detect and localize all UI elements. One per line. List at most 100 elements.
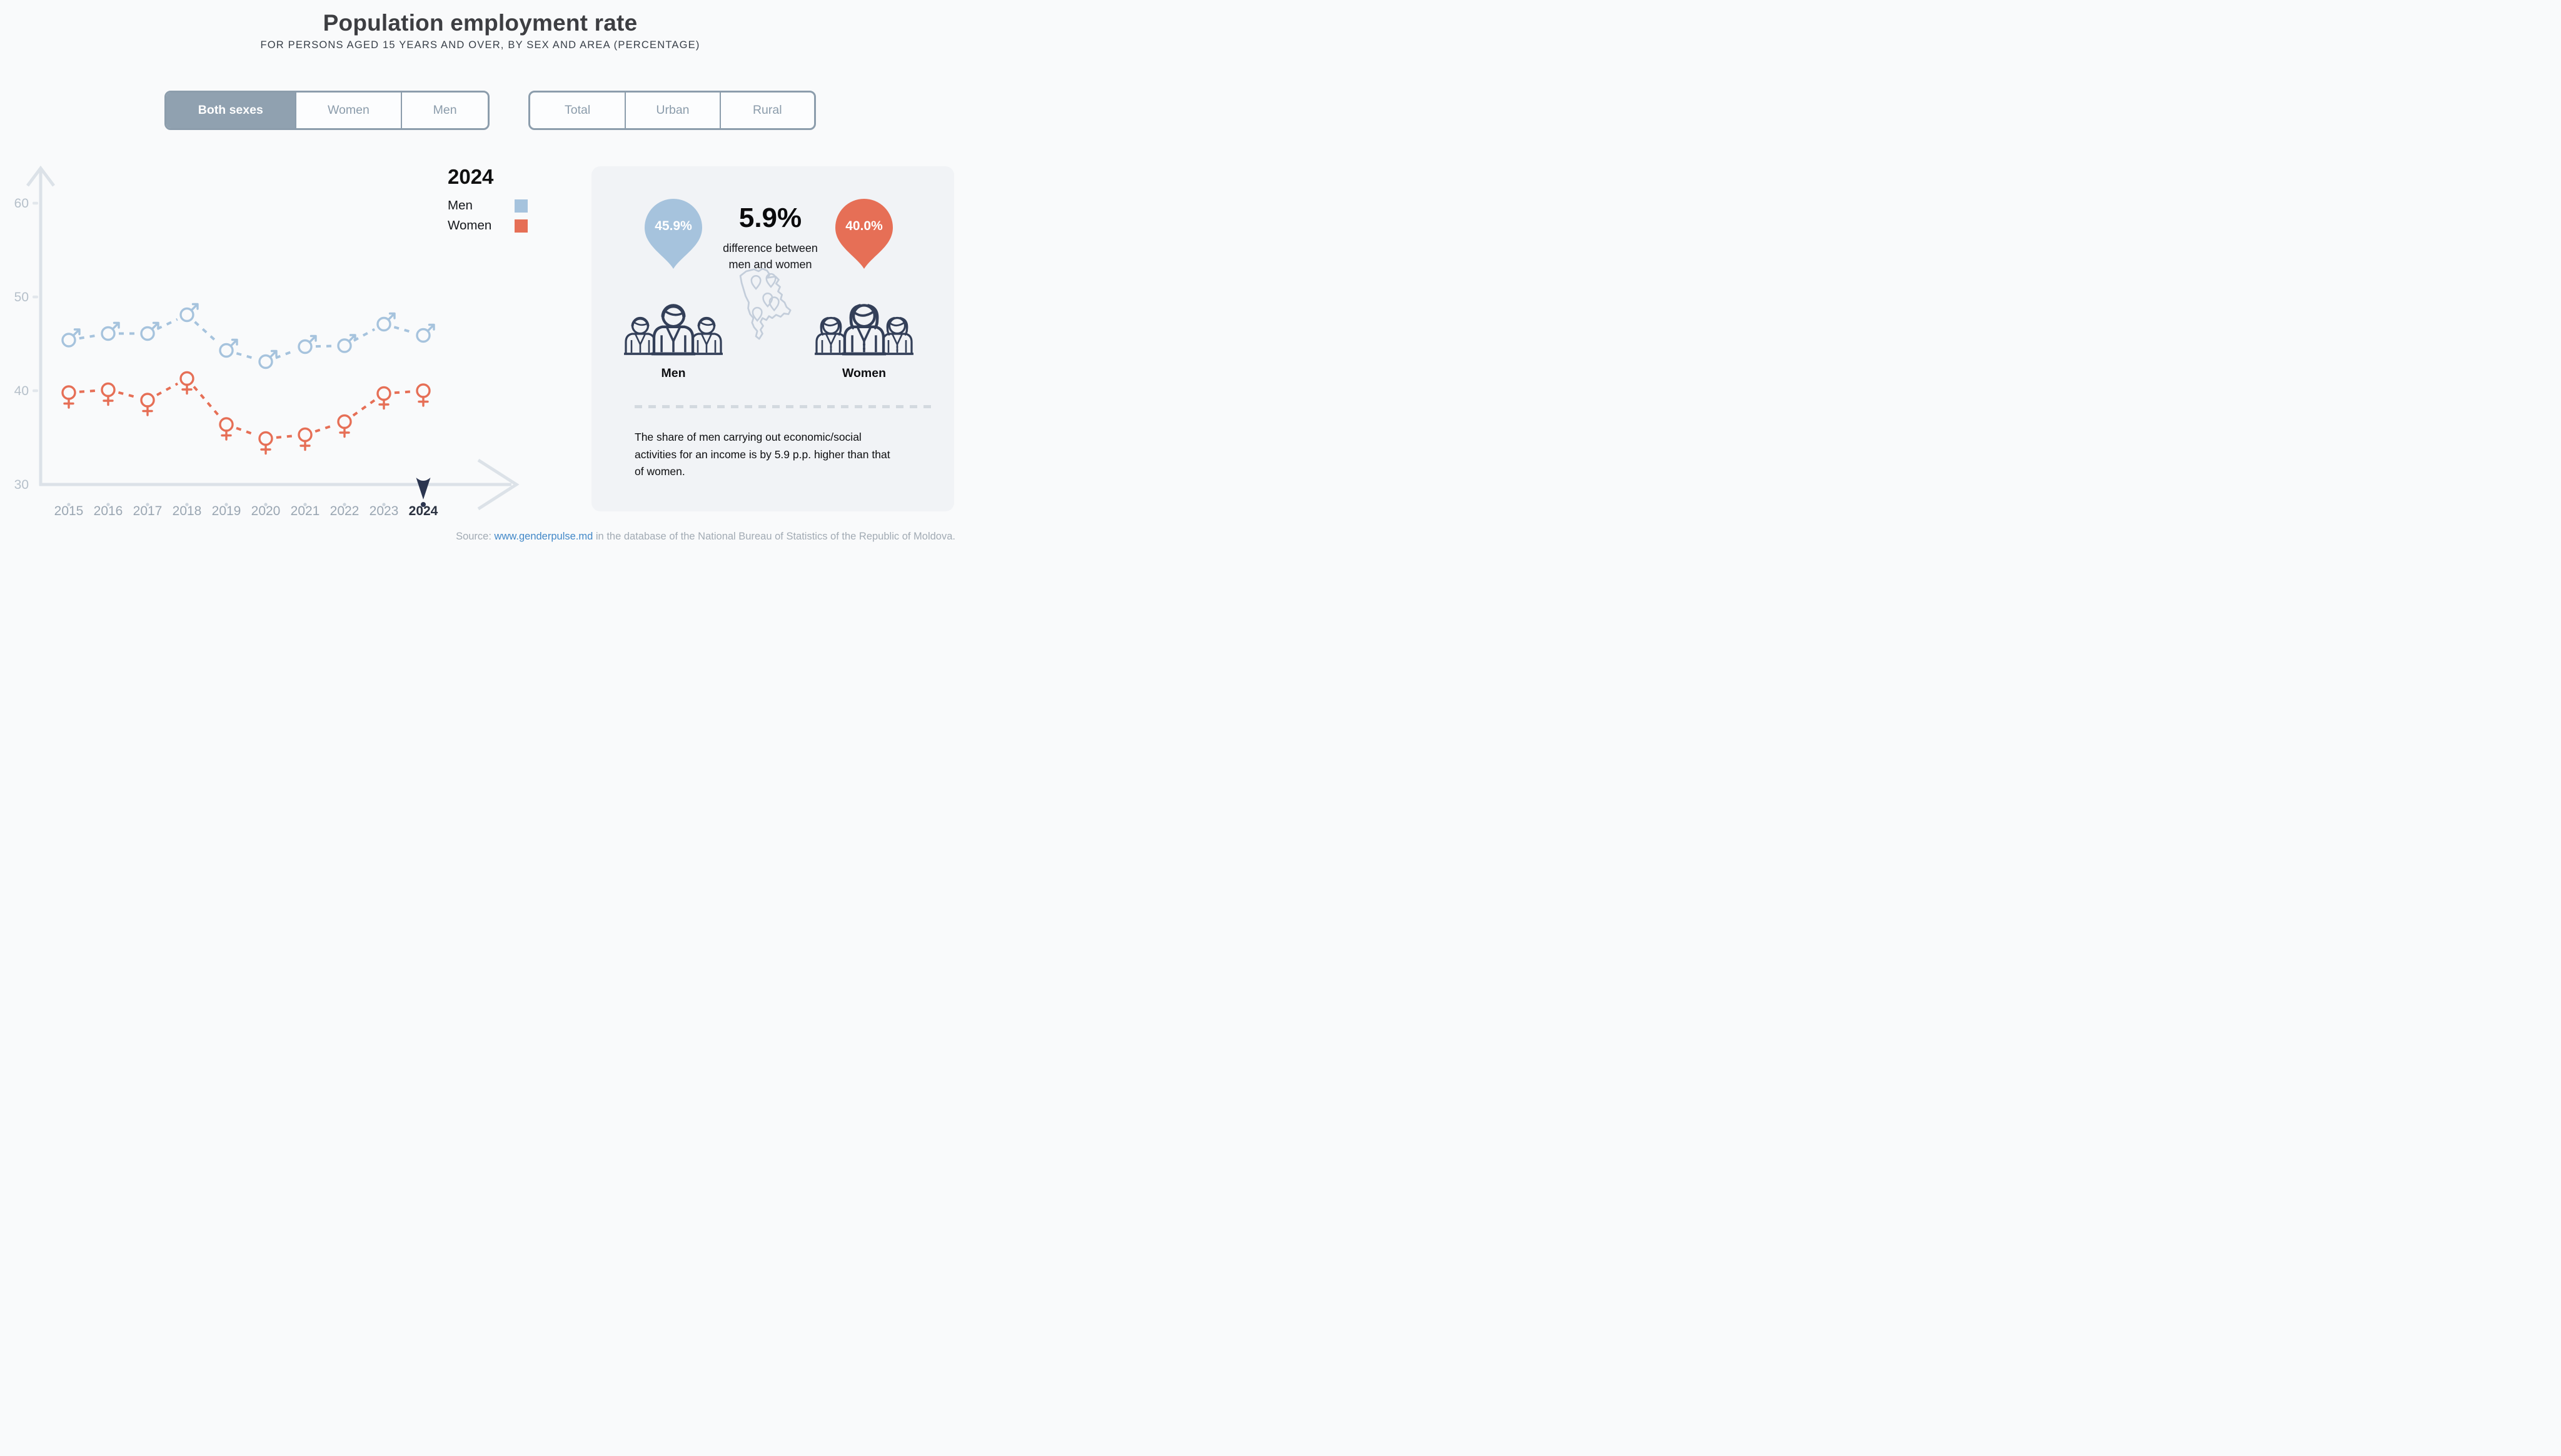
male-marker-icon[interactable] — [61, 328, 81, 348]
area-filter-option-urban[interactable]: Urban — [625, 93, 719, 128]
x-tick-label-2022[interactable]: 2022 — [330, 504, 360, 518]
series-line-women — [236, 426, 256, 436]
men-group-label: Men — [661, 366, 686, 380]
legend-swatch — [515, 219, 528, 233]
series-line-women — [314, 423, 335, 433]
area-filter-option-total[interactable]: Total — [565, 103, 591, 117]
y-tick-mark — [33, 389, 38, 393]
year-dot — [303, 503, 307, 506]
series-line-men — [79, 334, 98, 340]
pin-icon — [645, 199, 702, 269]
x-tick-label-2019[interactable]: 2019 — [212, 504, 241, 518]
woman-icon — [881, 316, 913, 355]
sex-filter: Both sexes Women Men — [164, 91, 490, 130]
man-icon — [624, 316, 657, 355]
x-tick-label-2023[interactable]: 2023 — [370, 504, 399, 518]
x-tick-label-2015[interactable]: 2015 — [54, 504, 84, 518]
woman-icon — [815, 316, 847, 355]
sex-filter-option-men[interactable]: Men — [401, 93, 488, 128]
highlight-year-marker-icon — [416, 478, 431, 500]
area-filter-option-rural[interactable]: Rural — [719, 93, 814, 128]
male-marker-icon[interactable] — [298, 334, 317, 354]
year-dot — [382, 503, 386, 506]
male-marker-icon[interactable] — [416, 323, 435, 343]
source-line: Source: www.genderpulse.md in the databa… — [456, 531, 955, 543]
female-marker-icon[interactable] — [416, 383, 431, 407]
year-dot — [67, 503, 71, 506]
legend-item-women: Women — [448, 216, 528, 235]
year-dot — [146, 503, 149, 506]
source-link[interactable]: www.genderpulse.md — [494, 531, 593, 542]
y-tick-mark — [33, 201, 38, 205]
y-axis-arrow-icon — [26, 165, 55, 187]
difference-caption: difference between men and women — [723, 242, 818, 271]
difference-value: 5.9% — [738, 203, 802, 233]
x-tick-label-2021[interactable]: 2021 — [291, 504, 320, 518]
y-tick-mark — [33, 295, 38, 299]
x-axis-arrow-icon — [477, 458, 520, 511]
sex-filter-option-women[interactable]: Women — [294, 93, 401, 128]
legend-swatch — [515, 199, 528, 213]
x-tick-label-2024[interactable]: 2024 — [409, 504, 438, 518]
female-marker-icon[interactable] — [258, 431, 273, 455]
series-line-women — [394, 390, 413, 394]
male-marker-icon[interactable] — [376, 312, 396, 332]
series-line-men — [353, 328, 376, 342]
male-marker-icon[interactable] — [179, 303, 199, 323]
series-line-men — [393, 326, 414, 334]
moldova-map-icon — [739, 268, 792, 340]
series-line-men — [156, 318, 178, 330]
men-value-pin: 45.9% — [643, 199, 703, 270]
sex-filter-option-both-sexes[interactable]: Both sexes — [166, 93, 295, 128]
source-prefix: Source: — [456, 531, 491, 542]
chart-legend: 2024 Men Women — [448, 165, 528, 235]
women-group-icon — [815, 304, 913, 356]
women-rate-value: 40.0% — [845, 219, 883, 233]
series-line-women — [79, 389, 98, 393]
female-marker-icon[interactable] — [61, 385, 76, 409]
year-dot — [264, 503, 268, 506]
female-marker-icon[interactable] — [219, 417, 234, 441]
male-marker-icon[interactable] — [140, 321, 159, 341]
man-icon — [690, 316, 723, 355]
x-tick-label-2017[interactable]: 2017 — [133, 504, 163, 518]
y-tick-label: 30 — [14, 478, 29, 492]
y-tick-label: 60 — [14, 196, 29, 211]
area-filter: Total Urban Rural — [528, 91, 816, 130]
highlight-year-dot — [421, 502, 426, 507]
men-rate-value: 45.9% — [655, 219, 692, 233]
female-marker-icon[interactable] — [179, 371, 194, 395]
x-tick-label-2020[interactable]: 2020 — [251, 504, 281, 518]
page-title: Population employment rate — [323, 10, 638, 36]
y-tick-label: 40 — [14, 384, 29, 398]
legend-label: Men — [448, 198, 473, 213]
legend-item-men: Men — [448, 196, 528, 215]
female-marker-icon[interactable] — [140, 393, 155, 416]
x-tick-label-2018[interactable]: 2018 — [173, 504, 202, 518]
series-line-women — [352, 398, 376, 417]
series-line-women — [193, 386, 221, 418]
source-suffix: in the database of the National Bureau o… — [595, 531, 955, 542]
year-dot — [185, 503, 189, 506]
male-marker-icon[interactable] — [219, 338, 238, 358]
female-marker-icon[interactable] — [376, 386, 391, 410]
female-marker-icon[interactable] — [101, 382, 116, 406]
legend-label: Women — [448, 218, 492, 233]
female-marker-icon[interactable] — [298, 427, 313, 451]
male-marker-icon[interactable] — [337, 334, 356, 353]
female-marker-icon[interactable] — [337, 414, 352, 438]
men-group-icon — [624, 304, 723, 356]
women-group-label: Women — [842, 366, 887, 380]
series-line-women — [118, 391, 138, 399]
y-tick-label: 50 — [14, 290, 29, 304]
x-tick-label-2016[interactable]: 2016 — [94, 504, 123, 518]
male-marker-icon[interactable] — [258, 349, 278, 369]
series-line-men — [275, 349, 296, 359]
male-marker-icon[interactable] — [101, 321, 120, 341]
series-line-men — [194, 321, 219, 344]
panel-divider — [635, 405, 932, 408]
map-pin-icons — [750, 273, 780, 322]
legend-year: 2024 — [448, 165, 494, 188]
year-dot — [343, 503, 346, 506]
panel-note: The share of men carrying out economic/s… — [635, 431, 890, 478]
